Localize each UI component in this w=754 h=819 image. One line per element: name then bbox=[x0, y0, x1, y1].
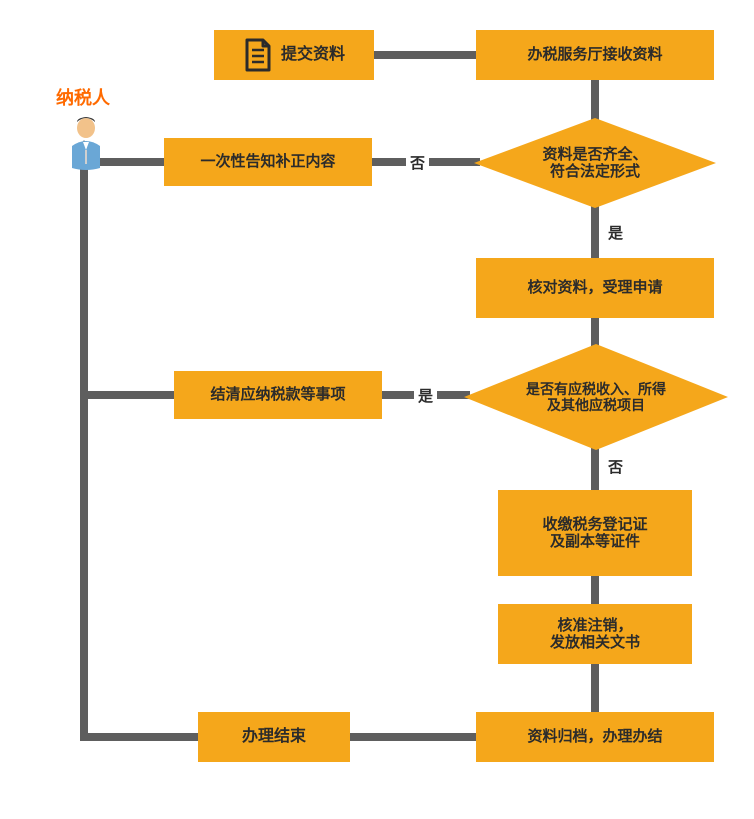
taxpayer-icon bbox=[66, 116, 106, 170]
return-branch-1 bbox=[84, 391, 174, 399]
edge-v-6 bbox=[591, 446, 599, 490]
node-submit-label: 提交资料 bbox=[281, 46, 345, 64]
edge-label-5: 是 bbox=[414, 385, 437, 406]
node-cancel: 核准注销， 发放相关文书 bbox=[498, 604, 692, 664]
node-clear: 结清应纳税款等事项 bbox=[174, 371, 382, 419]
node-dutiable-label: 是否有应税收入、所得 及其他应税项目 bbox=[464, 344, 728, 450]
return-trunk bbox=[80, 158, 88, 741]
edge-v-3 bbox=[591, 204, 599, 258]
node-dutiable: 是否有应税收入、所得 及其他应税项目 bbox=[464, 344, 728, 450]
node-accept: 办税服务厅接收资料 bbox=[476, 30, 714, 80]
document-icon bbox=[243, 38, 273, 72]
node-archive-label: 资料归档，办理办结 bbox=[527, 728, 662, 745]
node-process: 核对资料，受理申请 bbox=[476, 258, 714, 318]
edge-h-0 bbox=[374, 51, 476, 59]
node-end-label: 办理结束 bbox=[242, 728, 306, 746]
node-process-label: 核对资料，受理申请 bbox=[527, 279, 662, 296]
node-collect-label: 收缴税务登记证 及副本等证件 bbox=[542, 516, 647, 551]
node-complete-label: 资料是否齐全、 符合法定形式 bbox=[474, 118, 716, 208]
node-accept-label: 办税服务厅接收资料 bbox=[527, 46, 662, 63]
edge-label-3: 是 bbox=[604, 222, 627, 243]
edge-h-9 bbox=[350, 733, 476, 741]
node-complete: 资料是否齐全、 符合法定形式 bbox=[474, 118, 716, 208]
node-clear-label: 结清应纳税款等事项 bbox=[210, 386, 345, 403]
edge-v-7 bbox=[591, 576, 599, 604]
edge-label-2: 否 bbox=[406, 152, 429, 173]
node-archive: 资料归档，办理办结 bbox=[476, 712, 714, 762]
edge-label-6: 否 bbox=[604, 456, 627, 477]
node-submit: 提交资料 bbox=[214, 30, 374, 80]
node-notify-label: 一次性告知补正内容 bbox=[200, 153, 335, 170]
node-notify: 一次性告知补正内容 bbox=[164, 138, 372, 186]
node-cancel-label: 核准注销， 发放相关文书 bbox=[550, 617, 640, 652]
edge-v-1 bbox=[591, 80, 599, 123]
taxpayer-label: 纳税人 bbox=[56, 84, 110, 110]
node-end: 办理结束 bbox=[198, 712, 350, 762]
edge-v-8 bbox=[591, 664, 599, 712]
node-collect: 收缴税务登记证 及副本等证件 bbox=[498, 490, 692, 576]
return-branch-2 bbox=[84, 733, 198, 741]
